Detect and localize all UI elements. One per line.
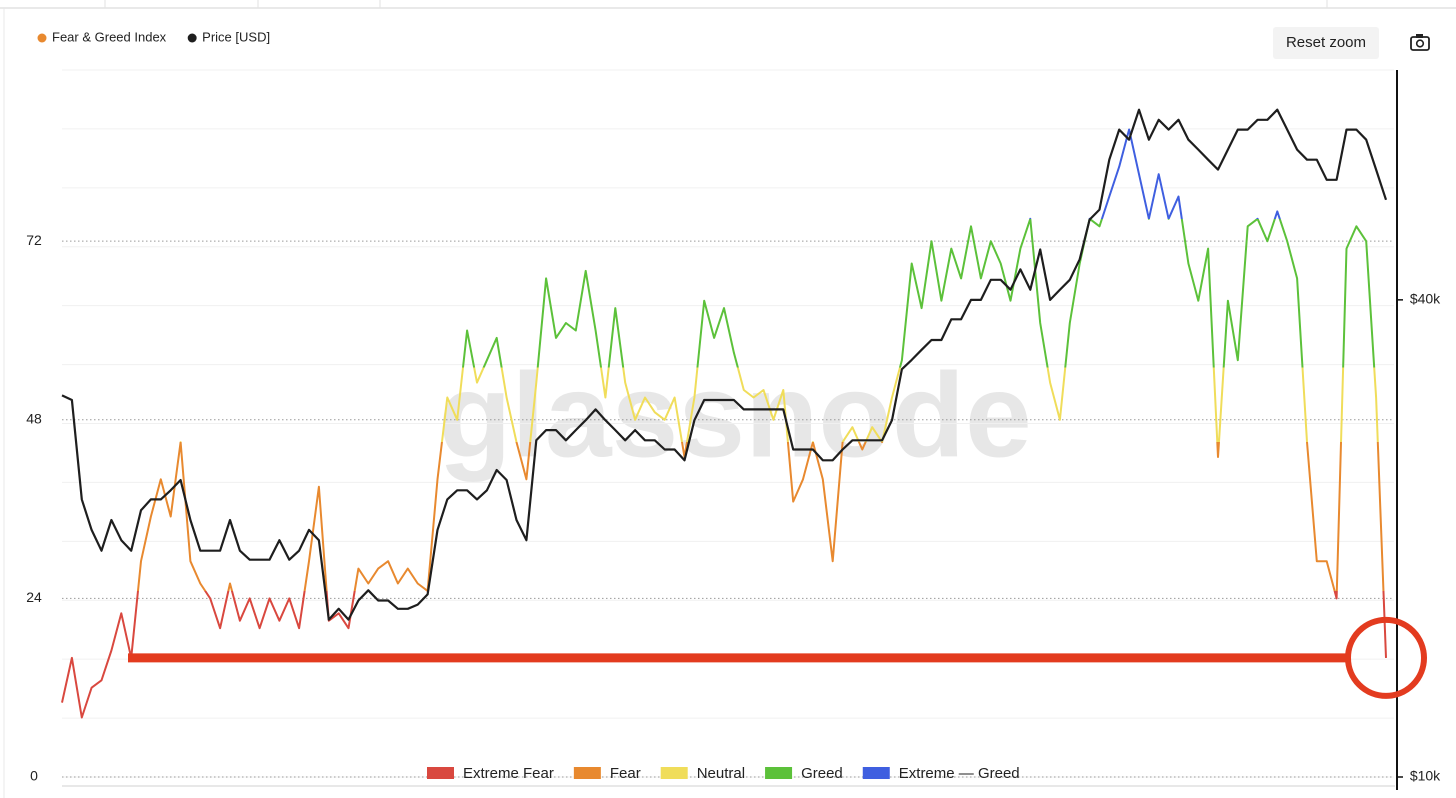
camera-top[interactable] bbox=[1416, 34, 1423, 38]
y-tick-label: 24 bbox=[26, 589, 42, 605]
y2-tick-label: $40k bbox=[1410, 291, 1441, 307]
zone-label: Neutral bbox=[697, 765, 745, 782]
zone-swatch bbox=[660, 767, 688, 779]
y-tick-label: 72 bbox=[26, 232, 42, 248]
fear-greed-line bbox=[61, 128, 1387, 719]
zone-label: Greed bbox=[801, 765, 843, 782]
zone-label: Fear bbox=[610, 765, 641, 782]
price-line bbox=[61, 108, 1388, 621]
camera-icon[interactable] bbox=[1410, 34, 1430, 51]
camera-lens[interactable] bbox=[1415, 39, 1425, 48]
zone-swatch bbox=[427, 767, 454, 779]
y-tick-label: 48 bbox=[26, 410, 42, 426]
legend-label: Fear & Greed Index bbox=[52, 29, 167, 44]
legend-dot bbox=[187, 33, 197, 43]
zone-swatch bbox=[765, 767, 793, 779]
legend-label: Price [USD] bbox=[202, 29, 270, 44]
reset-zoom-button[interactable] bbox=[1273, 27, 1379, 59]
y-tick-label: 0 bbox=[30, 768, 38, 784]
zone-swatch bbox=[862, 767, 890, 779]
annotation-circle bbox=[1345, 616, 1427, 699]
camera-body[interactable] bbox=[1410, 36, 1430, 51]
y2-tick-label: $10k bbox=[1410, 768, 1441, 784]
zone-swatch bbox=[573, 767, 601, 779]
zone-label: Extreme — Greed bbox=[899, 765, 1020, 782]
zone-label: Extreme Fear bbox=[463, 765, 554, 782]
legend-dot bbox=[37, 33, 47, 43]
reset-zoom-label[interactable]: Reset zoom bbox=[1286, 34, 1366, 51]
